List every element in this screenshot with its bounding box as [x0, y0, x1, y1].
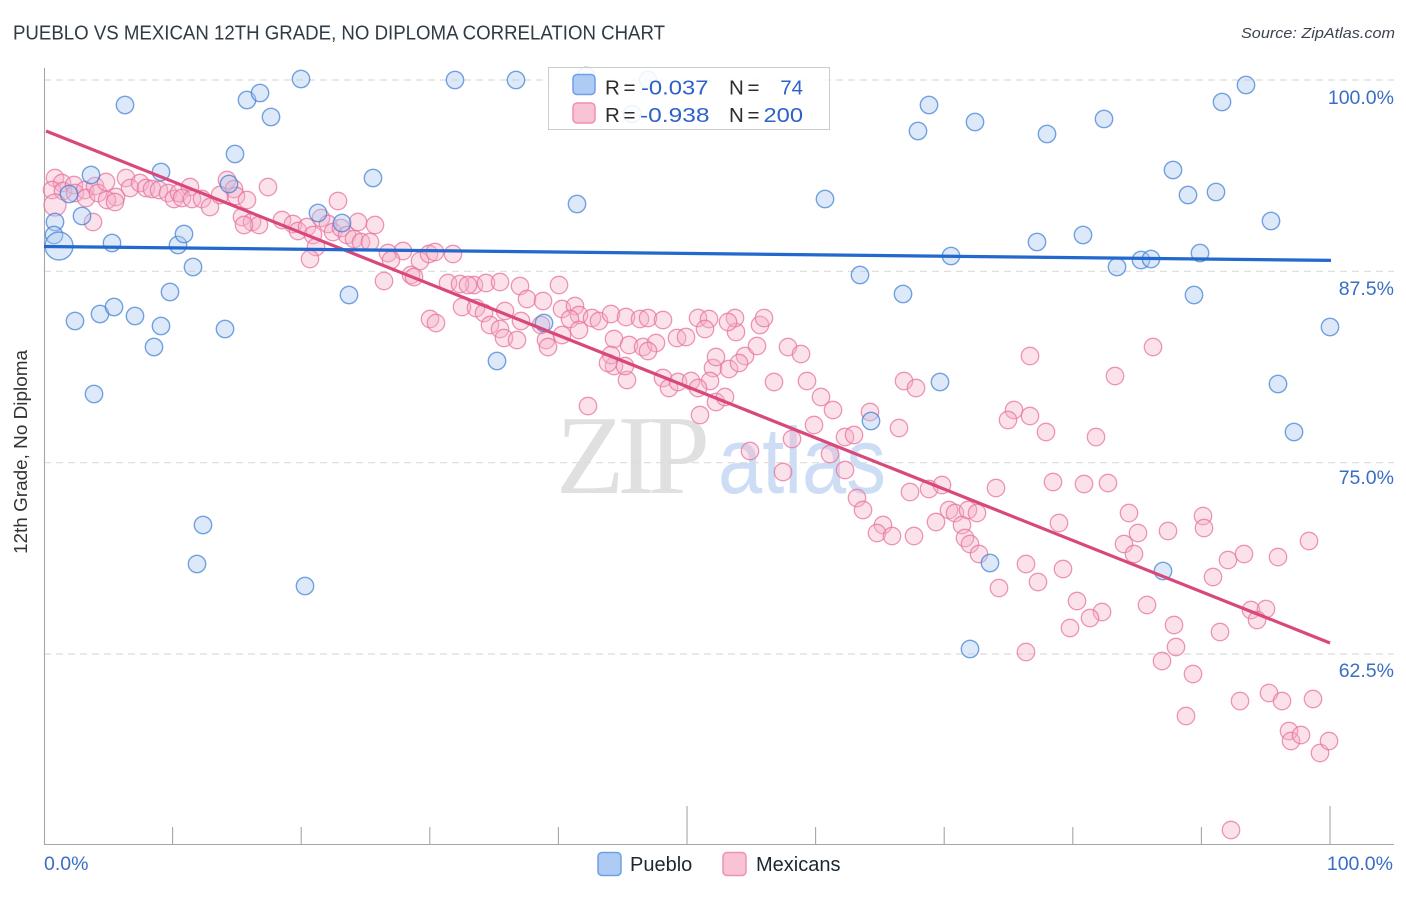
svg-text:200: 200 — [764, 104, 804, 127]
svg-text:=: = — [624, 76, 636, 99]
svg-text:=: = — [748, 104, 760, 127]
svg-text:62.5%: 62.5% — [1339, 660, 1394, 682]
svg-text:N: N — [729, 76, 744, 99]
svg-text:=: = — [748, 76, 760, 99]
svg-text:atlas: atlas — [718, 408, 886, 513]
svg-text:Pueblo: Pueblo — [630, 854, 692, 876]
svg-text:=: = — [624, 104, 636, 127]
svg-text:Source: ZipAtlas.com: Source: ZipAtlas.com — [1241, 26, 1395, 42]
svg-text:0.0%: 0.0% — [44, 853, 88, 875]
svg-text:12th Grade, No Diploma: 12th Grade, No Diploma — [11, 349, 31, 554]
svg-text:R: R — [605, 76, 620, 99]
svg-text:75.0%: 75.0% — [1339, 467, 1394, 489]
svg-text:74: 74 — [780, 76, 803, 99]
svg-text:R: R — [605, 104, 620, 127]
svg-text:-0.938: -0.938 — [640, 104, 710, 127]
svg-text:100.0%: 100.0% — [1327, 853, 1393, 875]
svg-text:87.5%: 87.5% — [1339, 278, 1394, 300]
svg-text:Mexicans: Mexicans — [756, 854, 840, 876]
svg-text:PUEBLO VS MEXICAN 12TH GRADE,: PUEBLO VS MEXICAN 12TH GRADE, NO DIPLOMA… — [13, 22, 665, 44]
svg-text:N: N — [729, 104, 744, 127]
svg-text:ZIP: ZIP — [556, 394, 710, 518]
svg-text:100.0%: 100.0% — [1328, 87, 1394, 109]
svg-text:-0.037: -0.037 — [641, 76, 709, 99]
